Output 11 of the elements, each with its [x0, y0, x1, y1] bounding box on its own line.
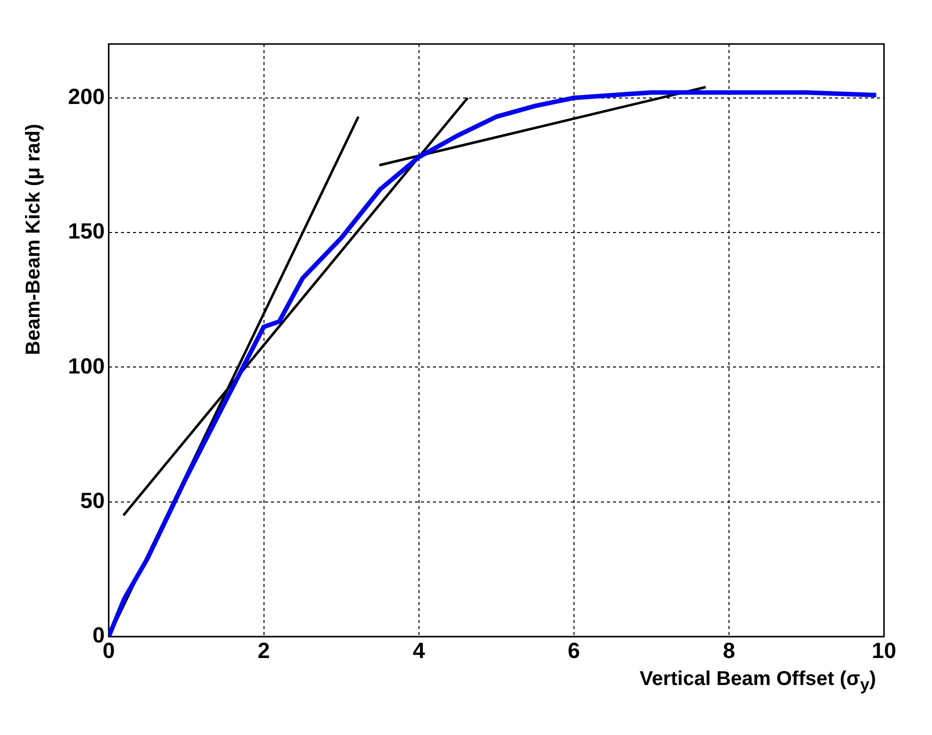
x-tick-label: 6: [568, 638, 580, 663]
x-tick-label: 2: [258, 638, 270, 663]
y-axis-title: Beam-Beam Kick (μ rad): [22, 124, 46, 356]
y-tick-label: 150: [68, 218, 105, 244]
x-tick-label: 8: [722, 638, 736, 663]
y-tick-label: 50: [80, 488, 105, 513]
x-axis-title: Vertical Beam Offset (σ$_{y}$): [640, 668, 876, 695]
y-tick-label: 100: [68, 353, 105, 378]
y-tick-label: 200: [68, 84, 105, 109]
x-tick-label: 10: [872, 638, 896, 663]
x-tick-label: 4: [412, 638, 426, 663]
